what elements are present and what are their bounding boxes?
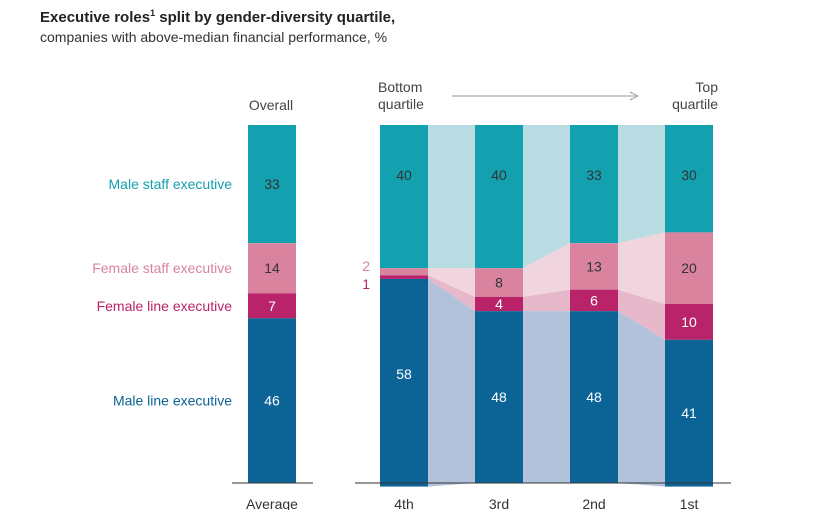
overall-value-label-female-staff-executive: 14 xyxy=(264,260,280,276)
bar-segment-male-staff-executive xyxy=(570,125,618,244)
value-label-female-line-executive: 10 xyxy=(681,314,697,330)
connector-band-male-line-executive xyxy=(523,311,570,483)
connector-band-male-staff-executive xyxy=(523,125,570,269)
bottom-quartile-line1: Bottom xyxy=(378,79,422,95)
value-label-female-staff-executive: 8 xyxy=(495,275,503,291)
connector-band-female-line-executive xyxy=(428,275,475,312)
value-label-male-staff-executive: 40 xyxy=(396,167,412,183)
overall-value-label-female-line-executive: 7 xyxy=(268,298,276,314)
overall-label: Overall xyxy=(249,97,293,113)
overall-bar-segment-female-line-executive xyxy=(248,293,296,319)
value-label-male-line-executive: 48 xyxy=(586,389,602,405)
bottom-quartile-line2: quartile xyxy=(378,96,424,112)
value-label-male-staff-executive: 30 xyxy=(681,167,697,183)
bar-segment-female-staff-executive xyxy=(665,232,713,304)
overall-bar-segment-female-staff-executive xyxy=(248,243,296,294)
direction-arrow-head xyxy=(629,91,640,101)
top-quartile-line1: Top xyxy=(695,79,718,95)
legend-male-staff-executive: Male staff executive xyxy=(109,176,233,192)
connector-band-male-staff-executive xyxy=(618,125,665,244)
bar-segment-male-staff-executive xyxy=(665,125,713,233)
legend-male-line-executive: Male line executive xyxy=(113,393,232,409)
bar-segment-female-line-executive xyxy=(475,296,523,312)
bar-segment-female-line-executive xyxy=(665,304,713,340)
value-label-female-line-executive: 6 xyxy=(590,292,598,308)
bar-segment-female-staff-executive xyxy=(475,268,523,297)
connector-band-female-staff-executive xyxy=(523,243,570,297)
value-label-male-line-executive: 41 xyxy=(681,405,697,421)
title-text: Executive roles xyxy=(40,9,151,26)
bar-segment-female-staff-executive xyxy=(380,268,428,276)
connector-band-female-line-executive xyxy=(618,289,665,340)
bar-segment-male-staff-executive xyxy=(475,125,523,269)
bar-segment-male-line-executive xyxy=(380,278,428,487)
category-label: 3rd xyxy=(489,496,509,510)
connector-band-male-line-executive xyxy=(428,278,475,487)
title-suffix: split by gender-diversity quartile, xyxy=(155,9,396,26)
connector-band-male-staff-executive xyxy=(428,125,475,269)
bar-segment-male-line-executive xyxy=(570,311,618,483)
legend-female-staff-executive: Female staff executive xyxy=(92,260,232,276)
connector-band-female-staff-executive xyxy=(618,232,665,304)
top-quartile-line2: quartile xyxy=(672,96,718,112)
overall-bar-segment-male-staff-executive xyxy=(248,125,296,244)
legend-female-line-executive: Female line executive xyxy=(97,298,233,314)
value-label-male-staff-executive: 33 xyxy=(586,167,602,183)
bar-segment-female-staff-executive xyxy=(570,243,618,290)
value-label-male-line-executive: 58 xyxy=(396,366,412,382)
value-label-male-staff-executive: 40 xyxy=(491,167,507,183)
value-label-male-line-executive: 48 xyxy=(491,389,507,405)
title-footnote: 1 xyxy=(150,8,156,18)
bar-segment-female-line-executive xyxy=(570,289,618,312)
value-label-female-line-executive: 4 xyxy=(495,296,503,312)
connector-band-male-line-executive xyxy=(618,311,665,487)
category-label: 4th xyxy=(394,496,413,510)
connector-band-female-staff-executive xyxy=(428,268,475,297)
chart-title: Executive roles1 split by gender-diversi… xyxy=(40,8,395,26)
bar-segment-male-line-executive xyxy=(475,311,523,483)
bar-segment-male-line-executive xyxy=(665,339,713,487)
value-label-female-staff-executive: 20 xyxy=(681,260,697,276)
category-label: 2nd xyxy=(582,496,605,510)
value-label-female-staff-executive: 2 xyxy=(362,258,370,274)
value-label-female-staff-executive: 13 xyxy=(586,258,602,274)
overall-value-label-male-staff-executive: 33 xyxy=(264,176,280,192)
connector-band-female-line-executive xyxy=(523,289,570,312)
bar-segment-male-staff-executive xyxy=(380,125,428,269)
overall-category-label: Average xyxy=(246,496,298,510)
bar-segment-female-line-executive xyxy=(380,275,428,279)
category-label: 1st xyxy=(680,496,699,510)
chart-subtitle: companies with above-median financial pe… xyxy=(40,29,388,45)
overall-value-label-male-line-executive: 46 xyxy=(264,393,280,409)
value-label-female-line-executive: 1 xyxy=(362,276,370,292)
overall-bar-segment-male-line-executive xyxy=(248,318,296,483)
